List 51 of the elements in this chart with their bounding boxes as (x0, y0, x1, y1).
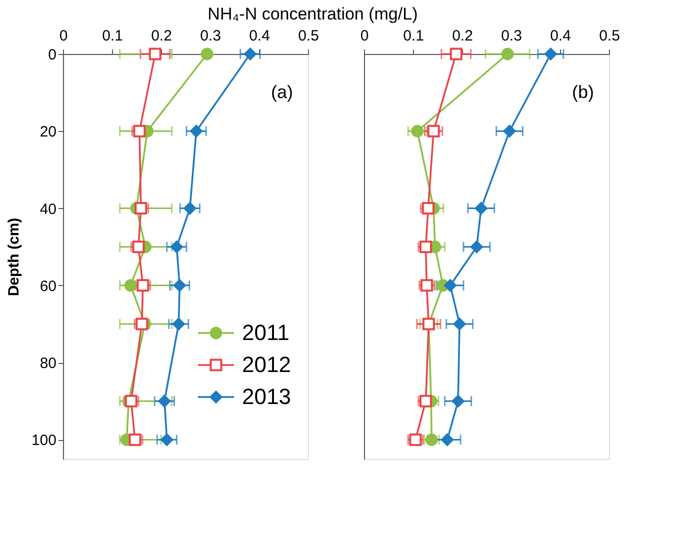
x-tick-label: 0 (59, 28, 68, 44)
point (244, 48, 256, 60)
x-tick-label: 0.5 (599, 28, 620, 44)
x-tick-label: 0.2 (151, 28, 172, 44)
point (170, 240, 183, 254)
point (420, 279, 433, 292)
x-tick-label: 0.3 (200, 28, 221, 44)
point (124, 279, 137, 292)
legend-label: 2011 (242, 320, 290, 345)
point (503, 124, 516, 138)
y-tick-label: 0 (48, 46, 56, 64)
y-tick-label: 100 (31, 432, 56, 450)
x-tick-label: 0 (360, 28, 369, 44)
point (148, 48, 162, 60)
x-tick-label: 0.5 (298, 28, 319, 44)
x-tick-label: 0.4 (249, 28, 270, 44)
x-tick-label: 0.3 (501, 28, 522, 44)
point (470, 240, 483, 254)
point (160, 433, 174, 446)
point (184, 202, 196, 215)
point (427, 124, 440, 138)
point (409, 433, 422, 446)
point (425, 433, 438, 446)
point (453, 318, 466, 330)
point (450, 48, 462, 60)
point (544, 48, 557, 60)
point (172, 318, 185, 330)
point (474, 202, 488, 215)
annotation: (a) (271, 82, 293, 102)
point (190, 124, 203, 138)
y-axis-title: Depth (cm) (5, 218, 22, 296)
point (444, 279, 456, 292)
point (158, 394, 171, 408)
y-tick-label: 20 (40, 124, 56, 141)
annotation: (b) (572, 82, 594, 102)
x-tick-label: 0.2 (452, 28, 473, 44)
x-tick-label: 0.1 (403, 28, 424, 44)
point (173, 279, 186, 292)
point (200, 48, 214, 60)
point (501, 48, 514, 60)
legend-label: 2012 (242, 352, 291, 377)
legend-label: 2013 (242, 384, 291, 409)
x-tick-label: 0.4 (550, 28, 571, 44)
x-axis-title: NH₄-N concentration (mg/L) (208, 4, 418, 24)
point (452, 394, 464, 408)
y-tick-label: 60 (40, 278, 56, 295)
y-tick-label: 80 (40, 355, 56, 372)
point (441, 433, 454, 446)
x-tick-label: 0.1 (102, 28, 123, 44)
y-tick-label: 40 (40, 200, 56, 218)
point (411, 124, 424, 138)
